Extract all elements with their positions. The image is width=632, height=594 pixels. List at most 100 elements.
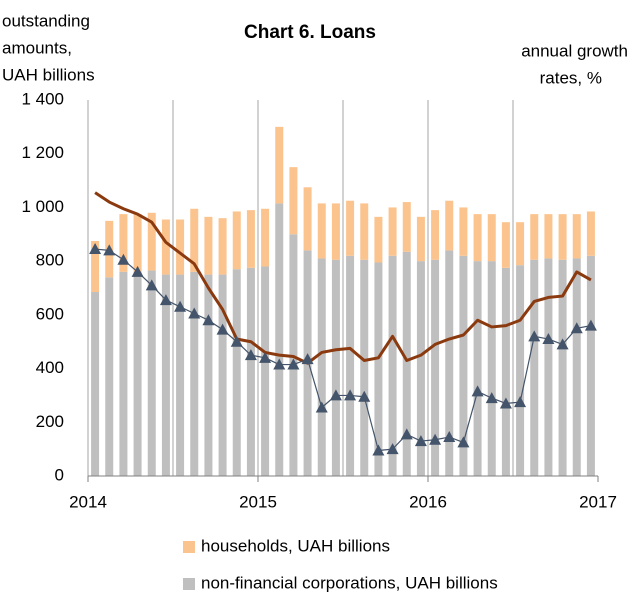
- bar: [586, 255, 595, 476]
- bar: [275, 203, 284, 476]
- marker: [329, 389, 342, 401]
- marker: [259, 351, 272, 363]
- marker: [273, 358, 286, 370]
- marker: [429, 433, 442, 445]
- marker: [400, 428, 413, 440]
- bar: [416, 216, 425, 262]
- bar: [501, 222, 510, 268]
- marker: [372, 444, 385, 456]
- y-tick-label: 400: [36, 358, 64, 377]
- bar: [516, 265, 525, 476]
- bar: [530, 259, 539, 476]
- bar: [360, 259, 369, 476]
- x-tick-label: 2015: [239, 492, 277, 511]
- marker: [485, 392, 498, 404]
- y2-label: annual growth: [521, 41, 628, 60]
- y-tick-label: 600: [36, 304, 64, 323]
- bar: [346, 200, 355, 256]
- legend-swatch: [183, 541, 195, 553]
- bar: [388, 255, 397, 476]
- bar: [161, 274, 170, 476]
- legend-label: non-financial corporations, UAH billions: [201, 573, 498, 592]
- bar: [459, 255, 468, 476]
- bar: [261, 266, 270, 476]
- bar: [147, 270, 156, 476]
- chart-title: Chart 6. Loans: [244, 22, 376, 43]
- marker: [188, 307, 201, 319]
- y-tick-label: 1 200: [21, 143, 64, 162]
- marker: [103, 244, 116, 256]
- bar: [261, 208, 270, 267]
- marker: [471, 385, 484, 397]
- bar: [572, 214, 581, 259]
- bar: [232, 211, 241, 270]
- bar: [204, 274, 213, 476]
- legend-swatch: [183, 578, 195, 590]
- y-tick-label: 0: [55, 465, 64, 484]
- marker: [159, 294, 172, 306]
- y-label: outstanding: [2, 11, 90, 30]
- bar: [445, 250, 454, 476]
- bar: [176, 219, 185, 275]
- bar: [558, 214, 567, 260]
- marker: [131, 265, 144, 277]
- bar: [303, 187, 312, 251]
- bar: [586, 211, 595, 256]
- bar: [91, 241, 100, 293]
- marker: [386, 443, 399, 455]
- bar: [431, 210, 440, 260]
- y-tick-label: 800: [36, 251, 64, 270]
- bar: [190, 208, 199, 272]
- line-series: [94, 191, 592, 365]
- bar: [374, 216, 383, 263]
- bar: [133, 214, 142, 272]
- legend-label: households, UAH billions: [201, 536, 390, 555]
- marker: [499, 397, 512, 409]
- marker: [117, 253, 130, 265]
- marker: [358, 390, 371, 402]
- marker: [315, 401, 328, 413]
- marker: [344, 389, 357, 401]
- bar: [544, 214, 553, 259]
- bar: [91, 292, 100, 476]
- bar: [119, 271, 128, 476]
- bar: [459, 207, 468, 256]
- marker: [556, 338, 569, 350]
- bar: [105, 277, 114, 476]
- bar: [530, 214, 539, 260]
- bar: [572, 258, 581, 476]
- marker: [287, 358, 300, 370]
- bar: [331, 259, 340, 476]
- bar: [473, 214, 482, 262]
- marker: [514, 396, 527, 408]
- bar: [331, 203, 340, 260]
- bar: [516, 222, 525, 266]
- bar: [501, 267, 510, 476]
- y2-label: rates, %: [540, 68, 602, 87]
- marker: [244, 349, 257, 361]
- bar: [544, 258, 553, 476]
- bar: [161, 219, 170, 275]
- marker: [443, 431, 456, 443]
- bar: [204, 216, 213, 275]
- marker: [216, 323, 229, 335]
- bar: [218, 274, 227, 476]
- bar: [133, 271, 142, 476]
- bar: [360, 203, 369, 260]
- marker: [230, 335, 243, 347]
- bar: [275, 126, 284, 204]
- marker: [174, 300, 187, 312]
- bar: [346, 255, 355, 476]
- marker: [89, 243, 102, 255]
- x-tick-label: 2017: [579, 492, 617, 511]
- y-label: amounts,: [2, 38, 72, 57]
- x-tick-label: 2016: [409, 492, 447, 511]
- marker: [457, 436, 470, 448]
- bar: [232, 269, 241, 476]
- bar: [473, 261, 482, 476]
- marker: [145, 279, 158, 291]
- bar: [388, 207, 397, 256]
- bar: [246, 267, 255, 476]
- marker: [542, 333, 555, 345]
